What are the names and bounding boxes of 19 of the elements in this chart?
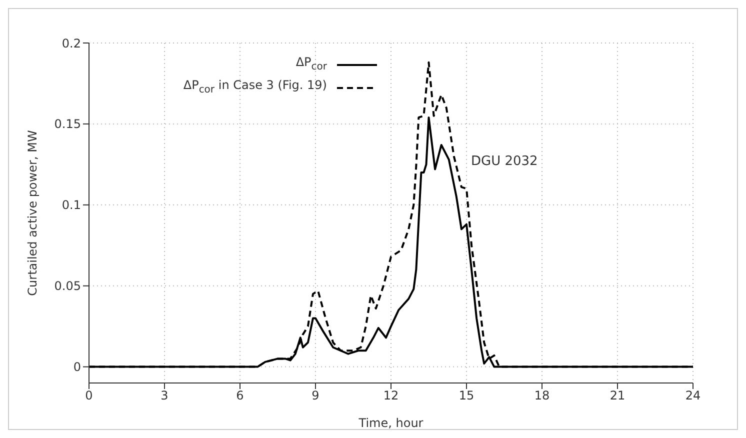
y-tick-label: 0.2 [62, 36, 81, 50]
legend-label: ΔP$_{cor}$ in Case 3 (Fig. 19) [183, 77, 327, 98]
y-axis-title: Curtailed active power, MW [25, 130, 40, 296]
x-tick-label: 12 [383, 388, 399, 403]
x-tick-label: 9 [312, 388, 320, 403]
x-tick-label: 21 [610, 388, 626, 403]
legend-label: ΔP$_{cor}$ [296, 54, 327, 74]
x-tick-label: 18 [534, 388, 550, 403]
x-tick-label: 6 [236, 388, 244, 403]
x-tick-label: 15 [458, 388, 474, 403]
x-tick-label: 3 [160, 388, 168, 403]
x-tick-label: 0 [85, 388, 93, 403]
y-tick-label: 0 [73, 360, 81, 374]
annotation: DGU 2032 [471, 154, 538, 169]
x-axis-title: Time, hour [358, 416, 424, 430]
y-tick-label: 0.1 [62, 198, 81, 212]
x-tick-label: 24 [685, 388, 701, 403]
y-tick-label: 0.15 [54, 117, 81, 132]
y-tick-label: 0.05 [54, 279, 81, 294]
